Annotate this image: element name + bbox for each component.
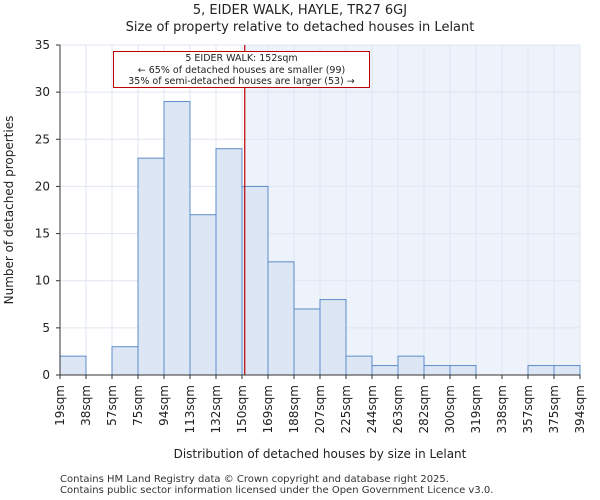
x-tick-label: 169sqm <box>261 385 275 433</box>
annotation-line-3: 35% of semi-detached houses are larger (… <box>128 76 355 87</box>
histogram-bar <box>449 365 477 376</box>
y-tick-label: 20 <box>35 179 50 193</box>
x-tick-label: 225sqm <box>339 385 353 433</box>
x-tick-label: 263sqm <box>391 385 405 433</box>
x-tick-label: 394sqm <box>573 385 587 433</box>
y-tick-label: 15 <box>35 227 50 241</box>
histogram-bar <box>111 346 139 376</box>
histogram-bar <box>189 214 217 376</box>
chart-subtitle: Size of property relative to detached ho… <box>125 20 475 35</box>
x-tick-label: 94sqm <box>157 385 171 426</box>
histogram-bar <box>163 101 191 376</box>
x-tick-label: 113sqm <box>183 385 197 433</box>
chart-title: 5, EIDER WALK, HAYLE, TR27 6GJ <box>192 3 408 18</box>
marker-annotation: 5 EIDER WALK: 152sqm ← 65% of detached h… <box>113 51 370 88</box>
footer-line-1: Contains HM Land Registry data © Crown c… <box>60 474 449 485</box>
x-tick-label: 150sqm <box>235 385 249 433</box>
x-tick-label: 300sqm <box>443 385 457 433</box>
histogram-bar <box>423 365 451 376</box>
x-tick-label: 375sqm <box>547 385 561 433</box>
histogram-bar <box>527 365 555 376</box>
x-tick-label: 207sqm <box>313 385 327 433</box>
x-tick-label: 282sqm <box>417 385 431 433</box>
x-tick-label: 132sqm <box>209 385 223 433</box>
histogram-bar <box>241 185 269 376</box>
histogram-bar <box>137 157 165 376</box>
x-tick-label: 75sqm <box>131 385 145 426</box>
histogram-bar <box>59 355 87 376</box>
histogram-bar <box>319 299 347 376</box>
y-tick-label: 0 <box>42 368 50 382</box>
x-tick-label: 38sqm <box>79 385 93 426</box>
x-tick-label: 19sqm <box>53 385 67 426</box>
y-tick-label: 35 <box>35 38 50 52</box>
histogram-bar <box>267 261 295 376</box>
y-axis-label: Number of detached properties <box>2 116 16 305</box>
y-tick-label: 5 <box>42 321 50 335</box>
histogram-bar <box>397 355 425 376</box>
x-tick-label: 244sqm <box>365 385 379 433</box>
x-tick-label: 319sqm <box>469 385 483 433</box>
y-tick-label: 30 <box>35 85 50 99</box>
x-tick-label: 57sqm <box>105 385 119 426</box>
histogram-bar <box>293 308 321 376</box>
annotation-line-1: 5 EIDER WALK: 152sqm <box>185 53 298 64</box>
footer-line-2: Contains public sector information licen… <box>60 485 494 496</box>
y-tick-label: 25 <box>35 132 50 146</box>
histogram-bar <box>345 355 373 376</box>
histogram-bar <box>371 365 399 376</box>
x-tick-label: 357sqm <box>521 385 535 433</box>
y-tick-label: 10 <box>35 274 50 288</box>
x-tick-label: 338sqm <box>495 385 509 433</box>
x-axis-label: Distribution of detached houses by size … <box>174 447 467 461</box>
x-tick-label: 188sqm <box>287 385 301 433</box>
annotation-line-2: ← 65% of detached houses are smaller (99… <box>137 64 346 76</box>
histogram-bar <box>553 365 581 376</box>
histogram-bar <box>215 148 243 376</box>
